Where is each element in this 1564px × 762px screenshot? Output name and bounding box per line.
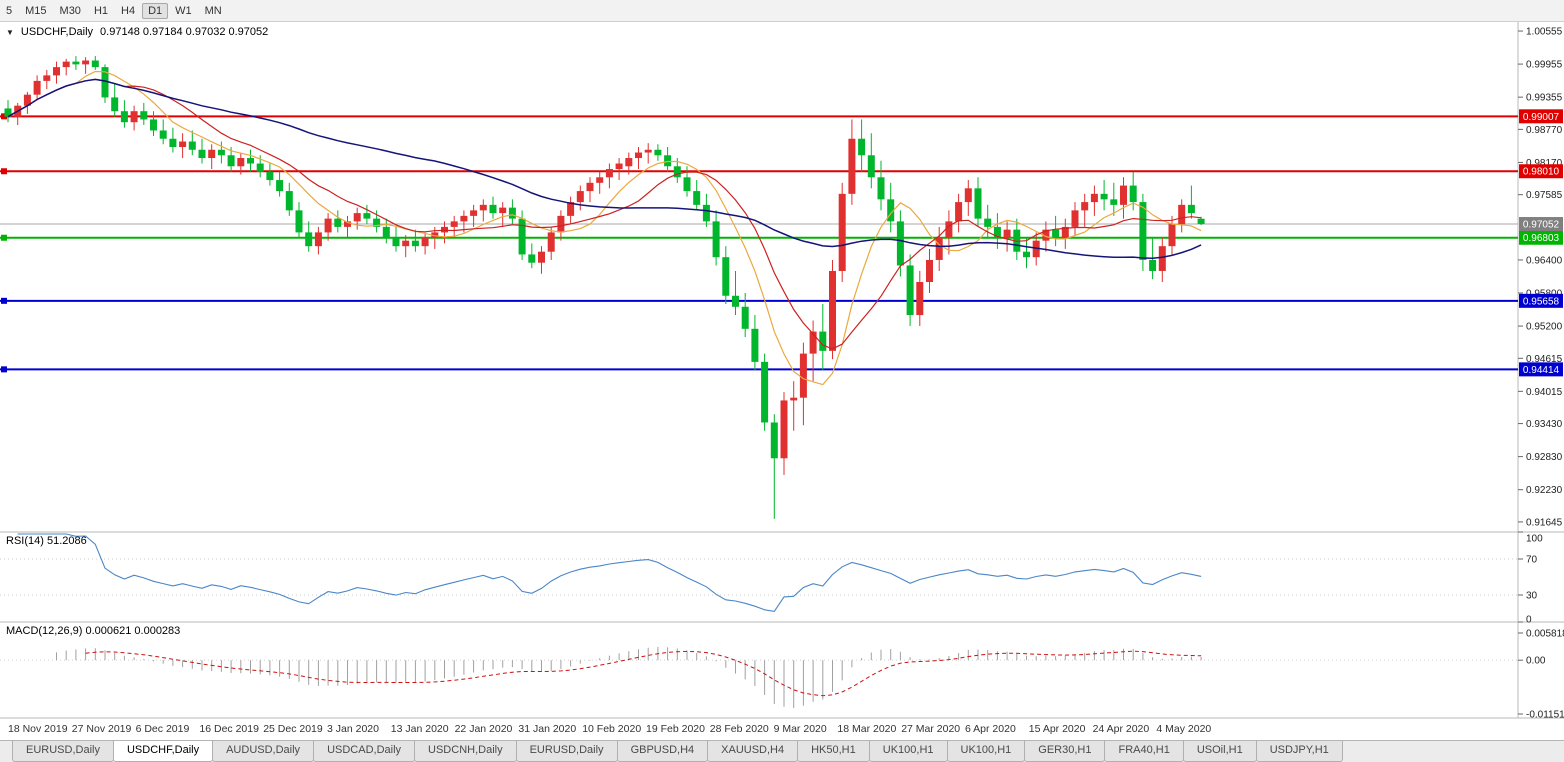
macd-signal-line	[85, 650, 1202, 697]
chart-tab[interactable]: GBPUSD,H4	[616, 741, 709, 762]
macd-histogram	[56, 646, 1202, 709]
hline-handle	[1, 297, 7, 304]
ma-mid-line	[7, 78, 1202, 350]
svg-text:0.91645: 0.91645	[1526, 517, 1563, 528]
date-axis-label: 16 Dec 2019	[199, 723, 259, 735]
chart-tab[interactable]: USDCNH,Daily	[414, 741, 517, 762]
ma-fast-line	[7, 70, 1202, 386]
macd-axis-tick: -0.011514	[1526, 709, 1564, 720]
date-axis-label: 3 Jan 2020	[327, 723, 379, 735]
chart-tab[interactable]: XAUUSD,H4	[707, 741, 799, 762]
svg-text:0.93430: 0.93430	[1526, 419, 1563, 430]
candlesticks	[4, 56, 1205, 519]
date-axis-label: 4 May 2020	[1156, 723, 1211, 735]
rsi-axis-tick: 70	[1526, 555, 1538, 566]
svg-text:0.92830: 0.92830	[1526, 452, 1563, 463]
date-axis-label: 27 Mar 2020	[901, 723, 960, 735]
timeframe-button-m30[interactable]: M30	[59, 4, 81, 17]
price-level-box: 0.94414	[1519, 362, 1563, 377]
date-axis-label: 25 Dec 2019	[263, 723, 323, 735]
hline-handle	[1, 366, 7, 373]
chart-tab[interactable]: FRA40,H1	[1104, 741, 1184, 762]
date-axis-label: 24 Apr 2020	[1093, 723, 1150, 735]
svg-text:0.97052: 0.97052	[1523, 220, 1560, 231]
svg-text:0.92230: 0.92230	[1526, 485, 1563, 496]
horizontal-levels[interactable]	[0, 113, 1518, 373]
price-level-box: 0.97052	[1519, 217, 1563, 232]
svg-text:0.96400: 0.96400	[1526, 255, 1563, 266]
ma-slow-line	[7, 78, 1202, 260]
hline-handle	[1, 113, 7, 120]
date-axis-label: 28 Feb 2020	[710, 723, 769, 735]
rsi-line	[17, 533, 1202, 613]
svg-text:1.00555: 1.00555	[1526, 27, 1563, 38]
date-axis-label: 31 Jan 2020	[518, 723, 576, 735]
timeframe-button-w1[interactable]: W1	[175, 4, 192, 17]
chart-tab[interactable]: USOil,H1	[1182, 741, 1257, 762]
price-level-box: 0.98010	[1519, 164, 1563, 179]
rsi-axis-tick: 0	[1526, 615, 1532, 626]
svg-text:0.94015: 0.94015	[1526, 387, 1563, 398]
svg-text:0.94414: 0.94414	[1523, 365, 1560, 376]
chart-tab-active[interactable]: USDCHF,Daily	[112, 741, 214, 762]
hline-handle	[1, 168, 7, 175]
date-axis-label: 15 Apr 2020	[1029, 723, 1086, 735]
chart-window: 1.00555 0.99955 0.99355 0.98770 0.98170 0.975…	[0, 22, 1564, 740]
price-level-box: 0.99007	[1519, 109, 1563, 124]
chart-tabs-bar: EURUSD,Daily USDCHF,Daily AUDUSD,Daily U…	[0, 740, 1564, 762]
timeframe-toolbar: 5 M15 M30 H1 H4 D1 W1 MN	[0, 0, 1564, 22]
timeframe-button-h1[interactable]: H1	[93, 4, 108, 17]
timeframe-button-d1[interactable]: D1	[142, 2, 169, 19]
price-axis-ticks: 1.00555 0.99955 0.99355 0.98770 0.98170 0.975…	[1518, 27, 1563, 528]
price-level-box: 0.96803	[1519, 230, 1563, 245]
svg-text:0.98010: 0.98010	[1523, 167, 1560, 178]
timeframe-button-m15[interactable]: M15	[25, 4, 47, 17]
svg-text:0.99355: 0.99355	[1526, 93, 1563, 104]
date-axis-label: 27 Nov 2019	[72, 723, 132, 735]
chart-tab[interactable]: UK100,H1	[868, 741, 948, 762]
date-axis-label: 9 Mar 2020	[774, 723, 827, 735]
chart-tab[interactable]: USDJPY,H1	[1255, 741, 1343, 762]
svg-text:0.99955: 0.99955	[1526, 60, 1563, 71]
date-axis-label: 22 Jan 2020	[455, 723, 513, 735]
svg-text:0.99007: 0.99007	[1523, 112, 1560, 123]
date-axis-label: 13 Jan 2020	[391, 723, 449, 735]
date-axis-label: 6 Apr 2020	[965, 723, 1016, 735]
macd-axis-tick: 0.00	[1526, 656, 1546, 667]
svg-text:0.97585: 0.97585	[1526, 190, 1563, 201]
price-level-box: 0.95658	[1519, 293, 1563, 308]
chart-tab[interactable]: EURUSD,Daily	[12, 741, 114, 762]
hline-handle	[1, 234, 7, 241]
date-axis-label: 10 Feb 2020	[582, 723, 641, 735]
chart-tab[interactable]: AUDUSD,Daily	[212, 741, 315, 762]
svg-text:0.94615: 0.94615	[1526, 354, 1563, 365]
date-axis: 18 Nov 2019 27 Nov 2019 6 Dec 2019 16 Dec 2…	[8, 723, 1211, 735]
chart-tab[interactable]: USDCAD,Daily	[313, 741, 416, 762]
chart-tab[interactable]: GER30,H1	[1024, 741, 1106, 762]
date-axis-label: 6 Dec 2019	[136, 723, 190, 735]
price-chart-canvas[interactable]: 1.00555 0.99955 0.99355 0.98770 0.98170 0.975…	[0, 22, 1564, 740]
timeframe-button-m5[interactable]: 5	[6, 4, 13, 17]
svg-text:0.98770: 0.98770	[1526, 125, 1563, 136]
rsi-axis-tick: 30	[1526, 591, 1538, 602]
macd-axis-tick: 0.005818	[1526, 628, 1564, 639]
chart-tab[interactable]: HK50,H1	[797, 741, 870, 762]
timeframe-button-mn[interactable]: MN	[204, 4, 222, 17]
rsi-axis-tick: 100	[1526, 534, 1543, 545]
date-axis-label: 19 Feb 2020	[646, 723, 705, 735]
svg-text:0.95658: 0.95658	[1523, 296, 1560, 307]
chart-tab[interactable]: EURUSD,Daily	[515, 741, 618, 762]
svg-text:0.98170: 0.98170	[1526, 158, 1563, 169]
date-axis-label: 18 Mar 2020	[837, 723, 896, 735]
chart-tab[interactable]: UK100,H1	[946, 741, 1026, 762]
svg-text:0.96803: 0.96803	[1523, 233, 1560, 244]
svg-text:0.95200: 0.95200	[1526, 322, 1563, 333]
timeframe-button-h4[interactable]: H4	[121, 4, 136, 17]
date-axis-label: 18 Nov 2019	[8, 723, 68, 735]
